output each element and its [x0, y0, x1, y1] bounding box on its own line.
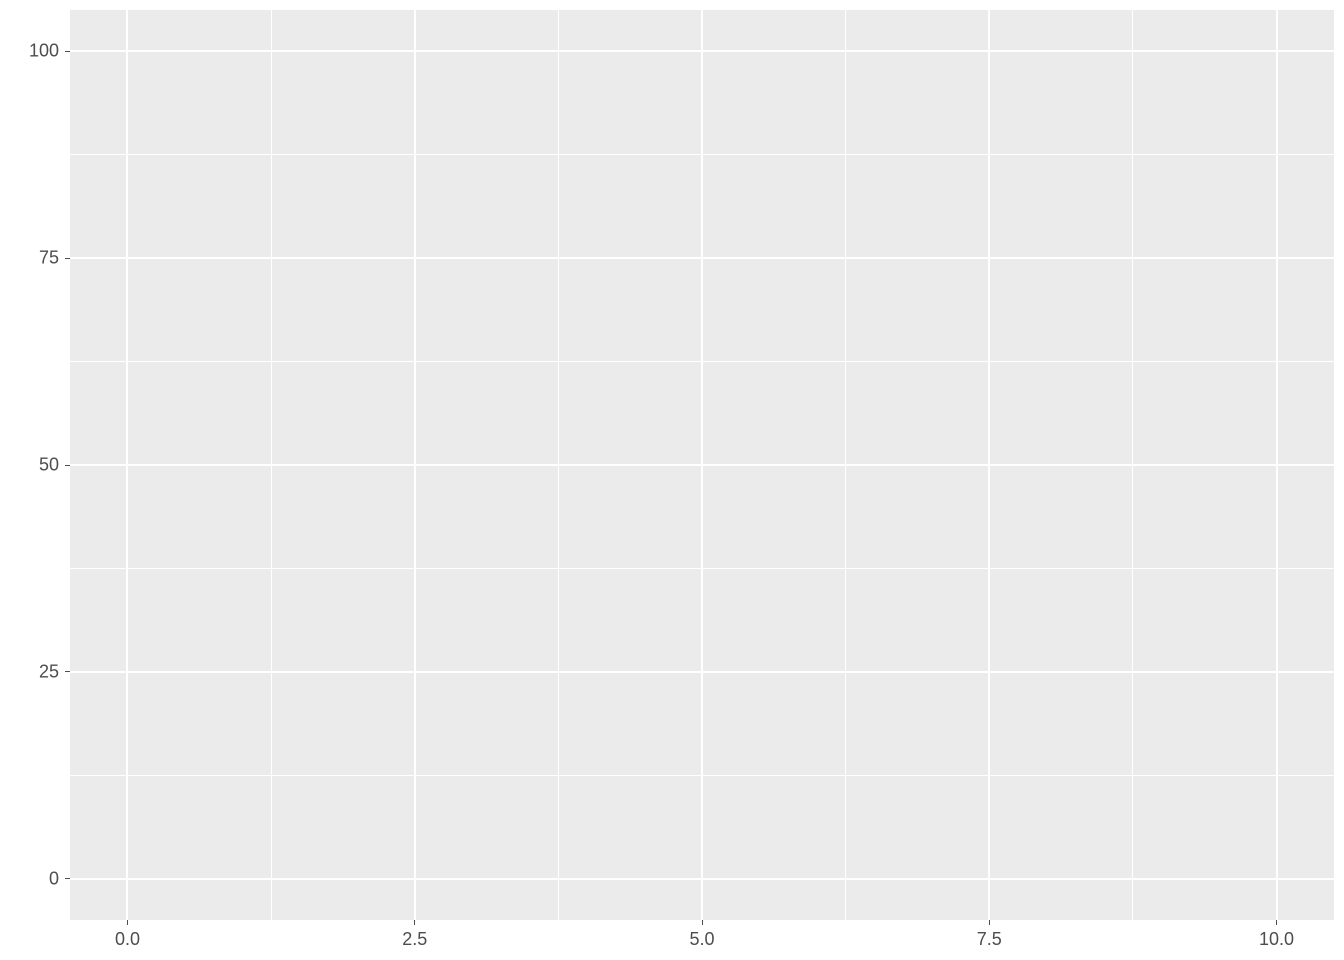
x-tick-mark: [989, 920, 990, 925]
x-tick-mark: [127, 920, 128, 925]
y-tick-mark: [65, 258, 70, 259]
x-tick-label: 2.5: [402, 929, 427, 950]
x-tick-label: 10.0: [1259, 929, 1294, 950]
y-tick-label: 75: [39, 248, 59, 269]
x-tick-label: 7.5: [977, 929, 1002, 950]
x-tick-mark: [414, 920, 415, 925]
y-grid-major: [70, 878, 1334, 880]
y-grid-major: [70, 50, 1334, 52]
x-tick-label: 0.0: [115, 929, 140, 950]
y-grid-major: [70, 671, 1334, 673]
y-grid-major: [70, 464, 1334, 466]
chart-container: 0.0 2.5 5.0 7.5 10.0 0 25 50 75 100: [0, 0, 1344, 960]
y-tick-mark: [65, 671, 70, 672]
y-tick-label: 100: [29, 41, 59, 62]
x-tick-mark: [1276, 920, 1277, 925]
y-tick-label: 50: [39, 455, 59, 476]
y-tick-label: 0: [49, 868, 59, 889]
y-tick-mark: [65, 465, 70, 466]
y-tick-mark: [65, 51, 70, 52]
x-tick-mark: [702, 920, 703, 925]
y-tick-label: 25: [39, 661, 59, 682]
y-grid-major: [70, 257, 1334, 259]
y-tick-mark: [65, 878, 70, 879]
x-tick-label: 5.0: [689, 929, 714, 950]
